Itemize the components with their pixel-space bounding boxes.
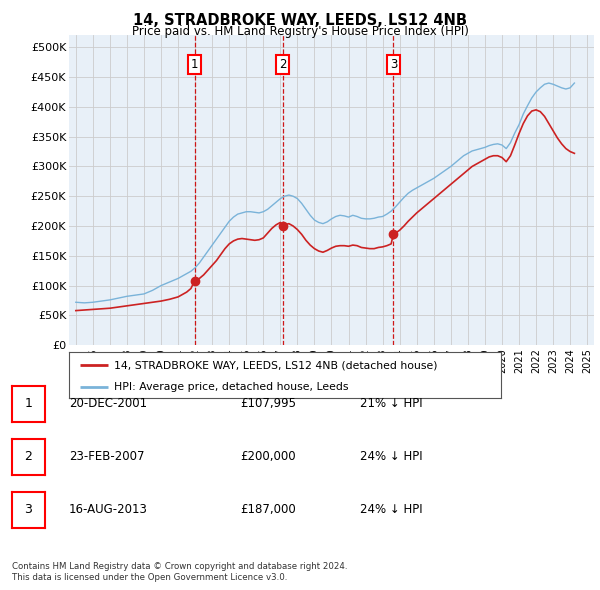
Text: 20-DEC-2001: 20-DEC-2001	[69, 397, 147, 410]
Text: Contains HM Land Registry data © Crown copyright and database right 2024.: Contains HM Land Registry data © Crown c…	[12, 562, 347, 571]
Text: 16-AUG-2013: 16-AUG-2013	[69, 503, 148, 516]
Text: £200,000: £200,000	[240, 450, 296, 463]
Text: £187,000: £187,000	[240, 503, 296, 516]
Text: 3: 3	[25, 503, 32, 516]
Text: 21% ↓ HPI: 21% ↓ HPI	[360, 397, 422, 410]
Text: 3: 3	[389, 58, 397, 71]
Text: 2: 2	[279, 58, 287, 71]
Text: 14, STRADBROKE WAY, LEEDS, LS12 4NB (detached house): 14, STRADBROKE WAY, LEEDS, LS12 4NB (det…	[115, 360, 438, 370]
Text: 1: 1	[25, 397, 32, 410]
Text: 24% ↓ HPI: 24% ↓ HPI	[360, 450, 422, 463]
Text: Price paid vs. HM Land Registry's House Price Index (HPI): Price paid vs. HM Land Registry's House …	[131, 25, 469, 38]
Text: HPI: Average price, detached house, Leeds: HPI: Average price, detached house, Leed…	[115, 382, 349, 392]
Text: 24% ↓ HPI: 24% ↓ HPI	[360, 503, 422, 516]
Text: 2: 2	[25, 450, 32, 463]
Text: This data is licensed under the Open Government Licence v3.0.: This data is licensed under the Open Gov…	[12, 573, 287, 582]
Text: £107,995: £107,995	[240, 397, 296, 410]
Text: 23-FEB-2007: 23-FEB-2007	[69, 450, 145, 463]
Text: 1: 1	[191, 58, 199, 71]
Text: 14, STRADBROKE WAY, LEEDS, LS12 4NB: 14, STRADBROKE WAY, LEEDS, LS12 4NB	[133, 13, 467, 28]
